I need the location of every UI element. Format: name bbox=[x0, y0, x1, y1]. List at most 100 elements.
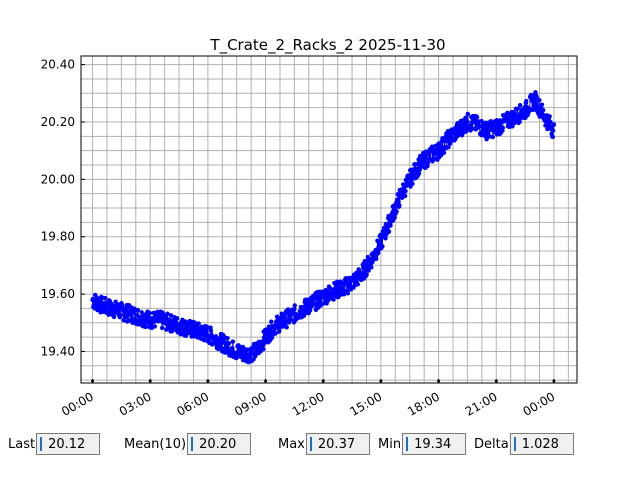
data-point bbox=[517, 119, 522, 124]
data-point bbox=[123, 306, 129, 311]
data-point bbox=[548, 119, 553, 125]
delta-value: 1.028 bbox=[521, 436, 559, 452]
data-point bbox=[392, 204, 398, 209]
min-label: Min bbox=[378, 436, 402, 452]
data-point bbox=[159, 325, 165, 331]
min-value-field[interactable]: 19.34 bbox=[402, 433, 467, 455]
data-point bbox=[361, 265, 366, 270]
data-point bbox=[397, 203, 402, 208]
field-cursor-icon bbox=[40, 437, 43, 451]
data-point bbox=[402, 193, 408, 199]
x-tick-label: 00:00 bbox=[59, 389, 96, 418]
data-point bbox=[517, 103, 523, 108]
data-point bbox=[366, 268, 371, 273]
data-point bbox=[269, 335, 275, 340]
data-point bbox=[550, 128, 556, 133]
data-point bbox=[524, 98, 529, 104]
data-point bbox=[441, 150, 447, 155]
data-point bbox=[208, 328, 214, 333]
data-point bbox=[292, 307, 297, 312]
data-point bbox=[380, 244, 385, 249]
data-point bbox=[396, 199, 401, 204]
data-point bbox=[289, 317, 294, 322]
data-point bbox=[307, 307, 313, 313]
mean-value-field[interactable]: 20.20 bbox=[187, 433, 252, 455]
x-tick-label: 18:00 bbox=[405, 389, 442, 418]
x-tick-label: 09:00 bbox=[232, 389, 269, 418]
mean-value: 20.20 bbox=[199, 436, 237, 452]
data-point bbox=[306, 303, 311, 309]
data-point bbox=[463, 115, 468, 120]
data-point bbox=[540, 108, 546, 113]
max-value-field[interactable]: 20.37 bbox=[305, 433, 370, 455]
field-cursor-icon bbox=[309, 437, 312, 451]
data-point bbox=[111, 314, 117, 320]
data-point bbox=[225, 336, 230, 341]
data-point bbox=[160, 310, 165, 315]
last-stat: Last 20.12 bbox=[8, 432, 101, 456]
data-point bbox=[234, 355, 239, 361]
data-point bbox=[550, 134, 555, 140]
data-point bbox=[483, 120, 489, 125]
delta-value-field[interactable]: 1.028 bbox=[509, 433, 574, 455]
data-point bbox=[284, 325, 289, 330]
mean-stat: Mean(10) 20.20 bbox=[124, 432, 252, 456]
data-point bbox=[301, 313, 307, 318]
data-point bbox=[381, 225, 387, 231]
data-point bbox=[477, 124, 482, 129]
data-point bbox=[230, 339, 236, 344]
data-point bbox=[425, 160, 431, 166]
mean-label: Mean(10) bbox=[124, 436, 187, 452]
data-point bbox=[261, 346, 266, 352]
data-point bbox=[168, 313, 174, 318]
x-tick-label: 06:00 bbox=[174, 389, 211, 418]
y-tick-label: 19.80 bbox=[41, 230, 75, 244]
data-point bbox=[267, 327, 272, 333]
data-point bbox=[269, 319, 274, 324]
last-label: Last bbox=[8, 436, 36, 452]
field-cursor-icon bbox=[406, 437, 409, 451]
data-point bbox=[465, 111, 471, 117]
data-point bbox=[273, 331, 278, 336]
x-tick-label: 03:00 bbox=[117, 389, 154, 418]
x-tick-label: 00:00 bbox=[520, 389, 557, 418]
data-point bbox=[128, 312, 133, 317]
data-point bbox=[281, 313, 287, 318]
y-tick-label: 20.20 bbox=[41, 115, 75, 129]
data-point bbox=[196, 321, 201, 326]
data-point bbox=[230, 346, 235, 351]
data-point bbox=[143, 324, 148, 330]
data-point bbox=[408, 176, 414, 181]
x-tick-dot bbox=[321, 379, 325, 383]
y-tick-label: 19.40 bbox=[41, 344, 75, 358]
x-tick-dot bbox=[552, 379, 556, 383]
data-point bbox=[104, 303, 109, 309]
x-tick-dot bbox=[206, 379, 210, 383]
y-axis: 19.40 19.60 19.80 20.00 20.20 20.40 bbox=[41, 58, 85, 358]
data-point bbox=[465, 119, 470, 124]
data-point bbox=[174, 316, 180, 321]
data-point bbox=[443, 134, 448, 140]
data-point bbox=[277, 327, 282, 332]
data-point bbox=[474, 114, 480, 120]
x-tick-dot bbox=[264, 379, 268, 383]
data-point bbox=[264, 331, 269, 337]
data-point bbox=[539, 102, 545, 107]
data-point bbox=[417, 167, 422, 172]
max-value: 20.37 bbox=[317, 436, 356, 452]
delta-label: Delta bbox=[474, 436, 509, 452]
data-point bbox=[376, 250, 381, 256]
data-point bbox=[364, 272, 369, 277]
data-point bbox=[369, 265, 374, 270]
last-value: 20.12 bbox=[48, 436, 86, 452]
x-tick-label: 15:00 bbox=[347, 389, 384, 418]
last-value-field[interactable]: 20.12 bbox=[36, 433, 101, 455]
x-tick-dot bbox=[91, 379, 95, 383]
x-tick-dot bbox=[494, 379, 498, 383]
field-cursor-icon bbox=[191, 437, 194, 451]
data-point bbox=[118, 312, 123, 318]
data-point bbox=[500, 125, 505, 130]
data-point bbox=[325, 298, 331, 303]
data-point bbox=[383, 236, 388, 241]
